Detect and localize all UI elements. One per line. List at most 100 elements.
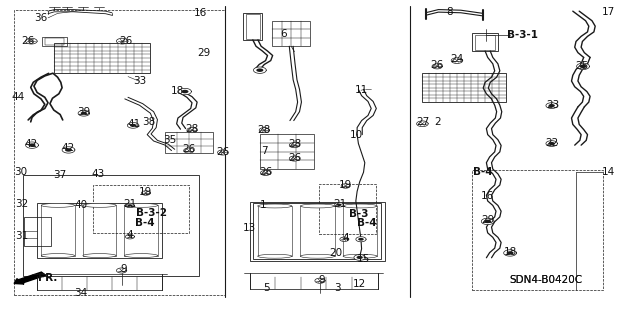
- Bar: [300, 206, 335, 256]
- Polygon shape: [127, 204, 132, 207]
- Text: 7: 7: [261, 145, 268, 156]
- Polygon shape: [78, 110, 90, 116]
- Text: 26: 26: [182, 144, 195, 154]
- Polygon shape: [481, 218, 494, 225]
- Polygon shape: [125, 203, 134, 208]
- Text: 33: 33: [133, 76, 146, 86]
- Bar: [246, 14, 260, 39]
- Text: 28: 28: [186, 124, 198, 134]
- Text: 28: 28: [288, 139, 301, 149]
- Ellipse shape: [258, 204, 292, 208]
- Bar: [472, 33, 498, 51]
- Polygon shape: [432, 64, 442, 69]
- Text: 11: 11: [355, 85, 367, 95]
- Text: 22: 22: [546, 138, 559, 148]
- Bar: [319, 184, 376, 234]
- Polygon shape: [580, 65, 586, 68]
- Text: 2: 2: [434, 117, 440, 128]
- Polygon shape: [116, 268, 127, 273]
- Text: 36: 36: [34, 13, 47, 23]
- Ellipse shape: [41, 204, 74, 207]
- Text: 39: 39: [77, 107, 90, 117]
- Ellipse shape: [83, 204, 116, 207]
- Ellipse shape: [83, 254, 116, 257]
- Bar: [165, 132, 213, 153]
- Text: 9: 9: [318, 275, 324, 286]
- Text: 1: 1: [260, 200, 266, 211]
- Ellipse shape: [124, 254, 157, 257]
- Polygon shape: [187, 128, 197, 133]
- Polygon shape: [337, 204, 342, 206]
- Ellipse shape: [41, 254, 74, 257]
- Polygon shape: [341, 184, 350, 188]
- Polygon shape: [356, 256, 363, 259]
- Bar: [23, 175, 199, 276]
- Text: 19: 19: [140, 187, 152, 197]
- Text: B-3-1: B-3-1: [507, 30, 538, 41]
- Text: 23: 23: [547, 100, 559, 110]
- Text: 38: 38: [143, 117, 156, 128]
- Text: SDN4-B0420C: SDN4-B0420C: [509, 275, 582, 285]
- Polygon shape: [546, 141, 557, 146]
- Text: B-3-2: B-3-2: [136, 208, 166, 218]
- Text: B-4: B-4: [357, 218, 376, 228]
- Bar: [258, 206, 292, 256]
- Text: B-4: B-4: [135, 218, 154, 228]
- Polygon shape: [548, 104, 555, 107]
- Polygon shape: [141, 191, 150, 195]
- Text: 26: 26: [288, 152, 301, 163]
- Text: FR.: FR.: [38, 273, 58, 283]
- Bar: [42, 37, 67, 46]
- Bar: [54, 43, 150, 73]
- Bar: [37, 203, 162, 258]
- Bar: [14, 10, 225, 295]
- Ellipse shape: [343, 254, 377, 258]
- Polygon shape: [340, 237, 349, 241]
- Text: 18: 18: [504, 247, 516, 257]
- Text: B-4: B-4: [473, 167, 492, 177]
- Text: 18: 18: [172, 85, 184, 96]
- Bar: [250, 202, 385, 261]
- Polygon shape: [577, 63, 589, 70]
- Polygon shape: [259, 128, 269, 133]
- Text: 4: 4: [127, 230, 133, 241]
- Text: 27: 27: [416, 117, 429, 128]
- Bar: [260, 134, 314, 169]
- Polygon shape: [484, 220, 492, 223]
- Bar: [422, 73, 506, 102]
- FancyArrow shape: [14, 272, 45, 284]
- Polygon shape: [507, 251, 514, 255]
- Bar: [124, 205, 157, 256]
- Polygon shape: [289, 143, 300, 148]
- Text: 25: 25: [575, 61, 588, 71]
- Text: 43: 43: [92, 169, 104, 179]
- Text: 42: 42: [62, 143, 75, 153]
- Text: 6: 6: [280, 29, 287, 40]
- Text: 8: 8: [447, 7, 453, 17]
- Text: 13: 13: [243, 223, 255, 234]
- Text: 29: 29: [481, 215, 494, 225]
- Text: 19: 19: [339, 180, 352, 190]
- Bar: [472, 170, 603, 290]
- Ellipse shape: [343, 204, 377, 208]
- Text: 21: 21: [124, 199, 136, 210]
- Text: 17: 17: [602, 7, 615, 17]
- Text: 5: 5: [264, 283, 270, 293]
- Text: 32: 32: [15, 199, 28, 209]
- Text: 34: 34: [74, 287, 87, 298]
- Polygon shape: [335, 203, 344, 207]
- Text: 21: 21: [333, 198, 346, 209]
- Text: 41: 41: [128, 119, 141, 130]
- Bar: [475, 35, 495, 50]
- Polygon shape: [184, 148, 194, 153]
- Bar: [24, 217, 51, 246]
- Text: B-3: B-3: [349, 209, 369, 219]
- Polygon shape: [26, 38, 37, 44]
- Text: 26: 26: [216, 146, 229, 157]
- Text: 24: 24: [451, 54, 463, 64]
- Text: 26: 26: [119, 36, 132, 46]
- Bar: [272, 21, 310, 46]
- Text: 40: 40: [75, 200, 88, 210]
- Bar: [45, 38, 64, 45]
- Polygon shape: [179, 88, 191, 95]
